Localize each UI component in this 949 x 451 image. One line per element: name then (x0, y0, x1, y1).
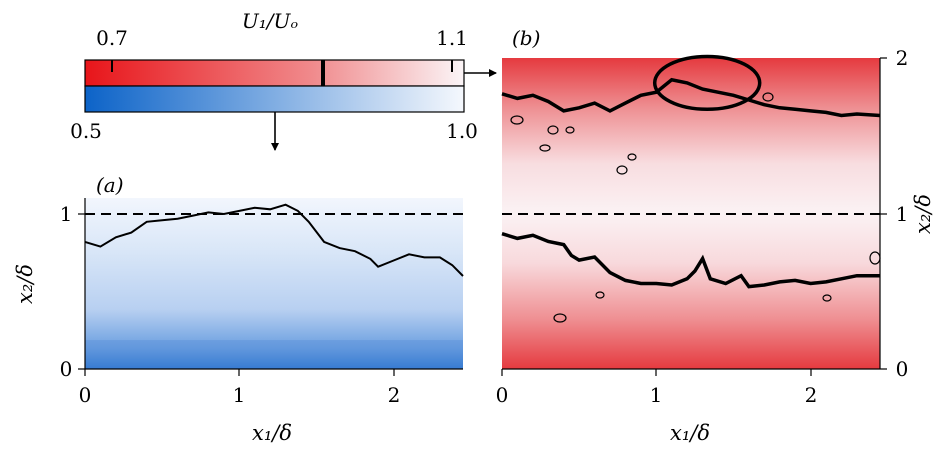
panel-a-xlabel: x₁/δ (252, 421, 292, 445)
panel-a-xtick-label: 1 (233, 383, 246, 407)
panel-a-wall-layer (85, 340, 463, 369)
colorbar-blue-tick-label-low: 0.5 (70, 119, 102, 143)
panel-b-small-contour (822, 294, 832, 302)
colorbar-blue (84, 85, 465, 113)
panel-a-ylabel: x₂/δ (13, 264, 37, 304)
panel-b-small-contour (539, 144, 551, 152)
panel-b-ytick-label: 2 (896, 46, 909, 70)
panel-b-ytick-label: 0 (896, 357, 909, 381)
colorbar-title: U₁/Uₒ (242, 9, 298, 33)
panel-b-highlight-circle (652, 54, 762, 112)
colorbar: U₁/Uₒ 0.7 1.1 0.5 1.0 (70, 9, 497, 151)
colorbar-red-tick-label-low: 0.7 (96, 26, 128, 50)
panel-b-small-contour (595, 291, 605, 299)
panel-a: (a) 1 0 0 1 2 x₁/δ x₂/δ (13, 173, 464, 445)
panel-a-xtick-label: 0 (79, 383, 92, 407)
panel-a-field (85, 198, 463, 369)
panel-b-small-contour (510, 115, 524, 125)
panel-b: (b) 2 1 0 0 1 2 x₁/δ x₂/δ (496, 26, 935, 445)
panel-b-label: (b) (512, 26, 540, 50)
panel-b-small-contour (762, 92, 774, 102)
panel-a-interface-contour (84, 203, 464, 277)
panel-a-ytick-label: 0 (60, 357, 73, 381)
panel-b-xtick-label: 2 (805, 383, 818, 407)
colorbar-red (84, 59, 465, 87)
panel-b-ylabel: x₂/δ (911, 194, 935, 234)
panel-b-small-contour (547, 125, 559, 135)
panel-b-upper-interface-contour (501, 77, 881, 118)
panel-b-xtick-label: 0 (496, 383, 509, 407)
panel-a-ytick-label: 1 (60, 202, 73, 226)
panel-b-small-contour (565, 126, 575, 134)
panel-b-small-contour (616, 165, 628, 175)
panel-b-small-contours (510, 92, 881, 323)
panel-a-xtick-label: 2 (388, 383, 401, 407)
panel-a-label: (a) (96, 173, 124, 197)
panel-b-xlabel: x₁/δ (670, 421, 710, 445)
panel-b-small-contour (553, 313, 567, 323)
panel-b-lower-interface-contour (501, 232, 880, 289)
colorbar-blue-tick-label-high: 1.0 (446, 119, 478, 143)
panel-b-xtick-label: 1 (650, 383, 663, 407)
panel-b-ytick-label: 1 (896, 202, 909, 226)
colorbar-red-tick-label-high: 1.1 (436, 26, 468, 50)
panel-b-small-contour (627, 153, 637, 161)
